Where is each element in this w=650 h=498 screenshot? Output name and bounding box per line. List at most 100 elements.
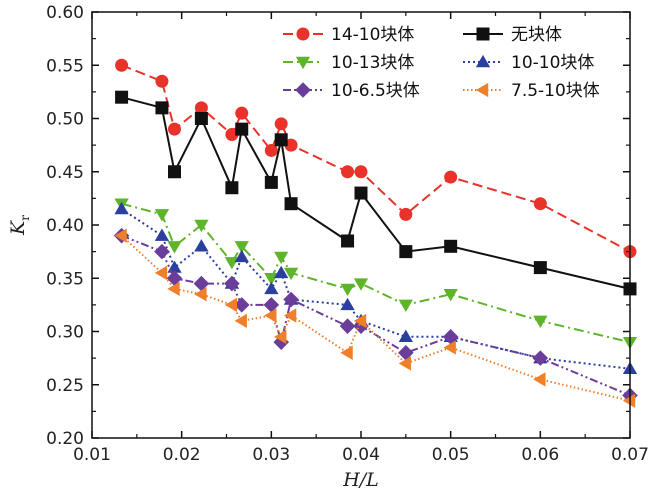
data-point-1-11: [399, 245, 413, 259]
legend-label-4: 10-6.5块体: [331, 81, 420, 101]
data-point-0-5: [235, 106, 249, 120]
y-tick-label-1: 0.25: [46, 376, 84, 396]
data-point-1-0: [115, 90, 129, 104]
y-tick-label-7: 0.55: [46, 56, 84, 76]
data-point-2-2: [167, 241, 182, 254]
data-point-1-10: [354, 186, 368, 200]
series-3: [114, 201, 638, 374]
legend: 14-10块体 无块体 10-13块体 10-10块体 10-6.5块体 7.5-10块体: [283, 25, 600, 101]
data-point-5-5: [234, 313, 247, 328]
data-point-2-9: [340, 283, 355, 297]
data-point-5-12: [443, 340, 456, 355]
x-tick-label-1: 0.02: [163, 445, 201, 465]
y-tick-label-5: 0.45: [46, 163, 84, 183]
data-point-1-3: [194, 112, 208, 125]
legend-label-0: 14-10块体: [331, 25, 414, 45]
y-tick-label-6: 0.50: [46, 110, 84, 130]
data-point-2-1: [154, 209, 170, 222]
data-point-5-13: [533, 372, 546, 387]
data-point-2-3: [194, 219, 209, 233]
x-tick-label-3: 0.04: [342, 445, 380, 465]
y-tick-label-4: 0.40: [46, 216, 84, 236]
legend-item-0: 14-10块体: [283, 25, 414, 45]
data-point-4-5: [233, 297, 250, 313]
data-point-2-4: [224, 257, 240, 270]
series-2: [114, 198, 638, 350]
series-0: [115, 58, 637, 259]
legend-marker-3: [475, 54, 491, 68]
series-line-0: [121, 64, 631, 253]
data-point-0-7: [274, 117, 288, 131]
legend-label-3: 10-10块体: [511, 53, 594, 73]
data-point-1-6: [264, 175, 278, 189]
data-point-3-5: [234, 249, 249, 263]
y-tick-label-3: 0.35: [46, 269, 84, 289]
data-point-4-9: [339, 318, 356, 334]
plot-background: [92, 12, 630, 438]
data-point-4-2: [166, 270, 183, 287]
data-point-4-11: [398, 345, 414, 361]
data-point-5-1: [154, 265, 168, 281]
y-tick-label-8: 0.60: [46, 3, 84, 23]
data-point-0-4: [225, 127, 239, 141]
data-point-1-13: [533, 261, 547, 275]
data-point-1-4: [225, 181, 239, 195]
data-point-2-13: [533, 315, 548, 328]
plot-area: [92, 12, 630, 438]
legend-marker-2: [295, 56, 311, 70]
data-point-5-14: [622, 393, 636, 408]
data-point-5-3: [194, 287, 207, 302]
data-point-0-13: [533, 197, 547, 211]
data-point-5-9: [340, 345, 353, 360]
data-point-0-10: [354, 165, 368, 179]
series-line-5: [120, 234, 631, 402]
series-layer: [113, 58, 638, 408]
data-point-0-12: [444, 170, 458, 184]
data-point-5-6: [264, 308, 277, 323]
data-point-1-8: [284, 197, 298, 211]
y-tick-label-2: 0.30: [46, 323, 84, 343]
data-point-3-0: [114, 201, 129, 215]
data-point-2-8: [283, 267, 299, 281]
legend-label-2: 10-13块体: [331, 53, 414, 73]
data-point-5-11: [398, 356, 412, 371]
data-point-1-1: [155, 101, 169, 115]
legend-marker-0: [296, 27, 310, 41]
series-1: [115, 90, 637, 296]
data-point-5-7: [274, 329, 287, 344]
data-point-4-1: [154, 243, 170, 260]
data-point-1-5: [235, 122, 249, 136]
data-point-4-6: [263, 297, 280, 313]
data-point-0-2: [167, 122, 181, 136]
data-point-1-9: [341, 234, 355, 248]
data-point-5-8: [283, 308, 297, 323]
y-tick-label-0: 0.20: [46, 429, 84, 449]
data-point-3-3: [194, 239, 209, 252]
data-point-4-4: [224, 275, 240, 292]
data-point-1-12: [444, 239, 458, 253]
data-point-4-12: [442, 329, 459, 345]
data-point-1-2: [167, 165, 181, 179]
legend-item-5: 7.5-10块体: [463, 81, 600, 101]
axes-layer: 0.01 0.02 0.03 0.04 0.05 0.06 0.07 0.20 0.25 0.30…: [7, 3, 649, 491]
x-tick-label-0: 0.01: [73, 445, 111, 465]
legend-marker-4: [295, 82, 311, 98]
data-point-3-9: [340, 297, 355, 311]
data-point-0-0: [115, 58, 129, 72]
data-point-3-11: [398, 329, 413, 343]
legend-marker-1: [476, 27, 490, 41]
data-point-2-5: [234, 241, 249, 254]
y-axis-title: Kr: [7, 215, 32, 236]
x-tick-label-2: 0.03: [252, 445, 290, 465]
data-point-2-6: [264, 273, 279, 286]
data-point-0-11: [399, 207, 413, 221]
legend-item-3: 10-10块体: [463, 53, 594, 73]
data-point-1-7: [274, 133, 288, 147]
data-point-4-8: [283, 291, 299, 308]
data-point-0-8: [284, 138, 298, 152]
legend-label-5: 7.5-10块体: [511, 81, 600, 101]
y-axis-title-main: K: [7, 219, 29, 236]
data-point-2-12: [443, 289, 458, 302]
data-point-0-6: [264, 143, 278, 157]
